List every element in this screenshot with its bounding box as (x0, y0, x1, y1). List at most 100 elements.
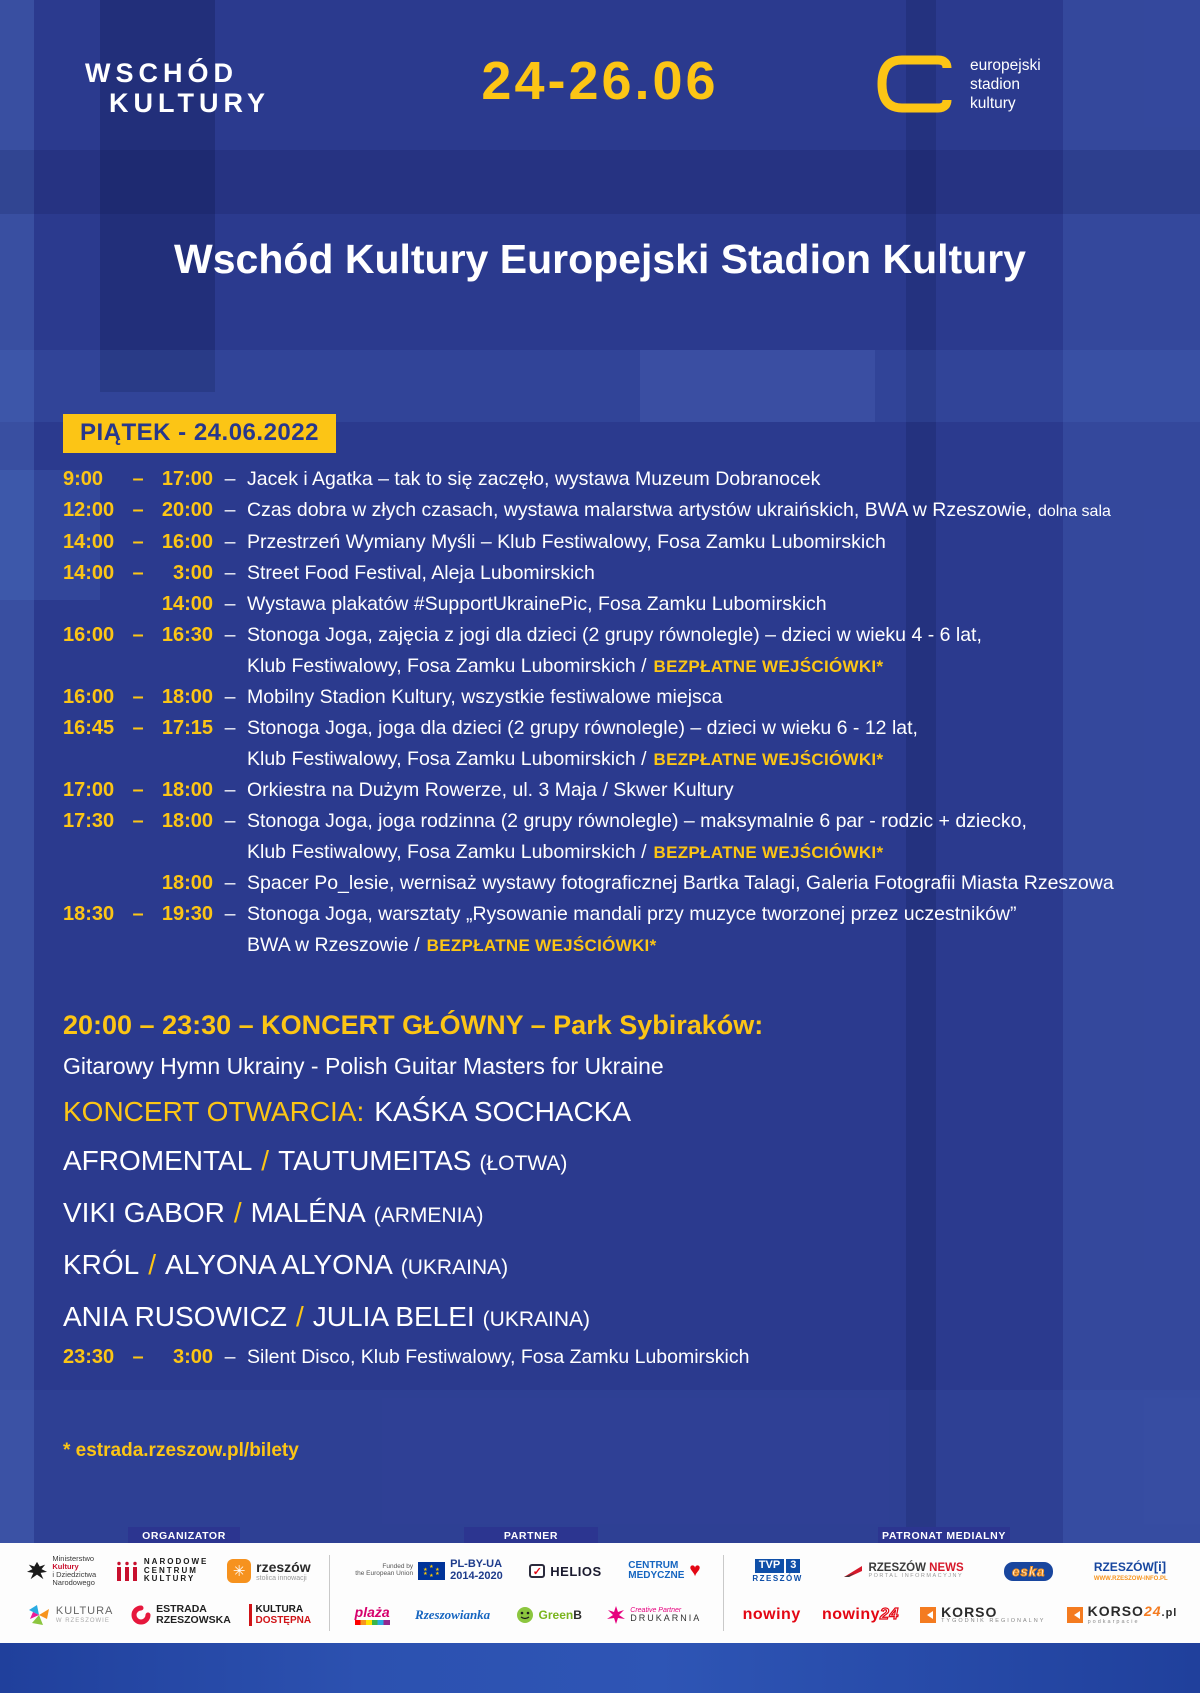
wschod-kultury-logo-line2: KULTURY (109, 88, 270, 118)
day-header-badge: PIĄTEK - 24.06.2022 (63, 414, 336, 453)
schedule-item: 14:00–3:00 – Street Food Festival, Aleja… (63, 558, 1158, 589)
late-event-section: 23:30–3:00 – Silent Disco, Klub Festiwal… (63, 1342, 1158, 1373)
artist-name: KAŚKA SOCHACKA (374, 1096, 632, 1127)
logo-kultura-dostepna: KULTURA DOSTĘPNA (248, 1604, 311, 1626)
free-tickets-badge: BEZPŁATNE WEJŚCIÓWKI* (653, 843, 884, 862)
artist-country: (UKRAINA) (400, 1256, 509, 1279)
separator-dash: – (224, 468, 236, 490)
event-description: Stonoga Joga, joga rodzinna (2 grupy rów… (247, 810, 1027, 863)
partner-logos: Funded by the European Union ★ ★ ★ ★ ★ ★… (342, 1543, 714, 1643)
slash-separator: / (296, 1301, 304, 1332)
logo-korso: KORSO TYGODNIK REGIONALNY (920, 1605, 1045, 1625)
splash-icon (607, 1606, 626, 1624)
event-description: Street Food Festival, Aleja Lubomirskich (247, 562, 595, 584)
event-description: Stonoga Joga, joga dla dzieci (2 grupy r… (247, 717, 918, 770)
logo-drukarnia: Creative Partner DRUKARNIA (607, 1606, 701, 1624)
logo-nck: NARODOWE CENTRUM KULTURY (115, 1558, 208, 1583)
event-time: 17:00–18:00 (63, 779, 213, 801)
separator-dash: – (224, 562, 236, 584)
logo-nowiny: nowiny (742, 1606, 801, 1623)
event-time: 14:00–16:00 (63, 531, 213, 553)
festival-date-range: 24-26.06 (481, 51, 719, 111)
logo-korso24: KORSO24.pl podkarpacie (1066, 1604, 1178, 1625)
logo-rzeszow-news: RZESZÓW NEWS PORTAL INFORMACYJNY (843, 1562, 964, 1580)
schedule-item: 16:45–17:15 – Stonoga Joga, joga dla dzi… (63, 713, 1158, 775)
rainbow-bar (354, 1620, 390, 1626)
main-concert-subheading: Gitarowy Hymn Ukrainy - Polish Guitar Ma… (63, 1053, 664, 1079)
main-concert-heading: 20:00 – 23:30 – KONCERT GŁÓWNY – Park Sy… (63, 1010, 764, 1040)
event-description: Stonoga Joga, warsztaty „Rysowanie manda… (247, 903, 1017, 956)
event-time: 23:30–3:00 (63, 1346, 213, 1368)
wschod-kultury-logo: WSCHÓD KULTURY (85, 58, 270, 118)
stadium-icon (877, 55, 952, 113)
background-band (0, 0, 34, 1543)
schedule-item: 17:00–18:00 – Orkiestra na Dużym Rowerze… (63, 775, 1158, 806)
opening-concert-line: KONCERT OTWARCIA: KAŚKA SOCHACKA (63, 1095, 1158, 1129)
schedule-item: 16:00–18:00 – Mobilny Stadion Kultury, w… (63, 682, 1158, 713)
logo-green: GreenB (516, 1606, 582, 1624)
artist-country: (ŁOTWA) (479, 1152, 568, 1175)
event-time: 17:30–18:00 (63, 810, 213, 832)
event-time: 9:00–17:00 (63, 468, 213, 490)
heart-icon: ♥ (689, 1560, 701, 1581)
esk-logo-line3: kultury (970, 94, 1016, 112)
event-description: Silent Disco, Klub Festiwalowy, Fosa Zam… (247, 1346, 750, 1368)
logo-helios: ✓ HELIOS (529, 1564, 601, 1579)
logo-tvp3-rzeszow: TVP 3 RZESZÓW (752, 1559, 803, 1583)
separator-dash: – (224, 499, 236, 521)
media-logos: TVP 3 RZESZÓW RZESZÓW NEWS PORTAL INFORMA… (732, 1543, 1188, 1643)
schedule-item: 17:30–18:00 – Stonoga Joga, joga rodzinn… (63, 806, 1158, 868)
artist-name: TAUTUMEITAS (278, 1145, 472, 1176)
asterisk-icon: ✳ (227, 1559, 252, 1583)
footer-logo-band: Ministerstwo Kultury i Dziedzictwa Narod… (0, 1543, 1200, 1643)
event-time: 18:30–19:30 (63, 903, 213, 925)
green-mascot-icon (516, 1607, 533, 1623)
separator-dash: – (224, 903, 236, 925)
pinwheel-icon (28, 1605, 49, 1625)
artist-country: (ARMENIA) (373, 1204, 484, 1227)
logo-plaza: plaża (354, 1604, 390, 1626)
schedule-item: 14:00–16:00 – Przestrzeń Wymiany Myśli –… (63, 527, 1158, 558)
tickets-footnote: * estrada.rzeszow.pl/bilety (63, 1440, 299, 1461)
event-time: 16:45–17:15 (63, 717, 213, 739)
event-description: Jacek i Agatka – tak to się zaczęło, wys… (247, 468, 821, 490)
event-description: Przestrzeń Wymiany Myśli – Klub Festiwal… (247, 531, 886, 553)
separator-dash: – (224, 779, 236, 801)
logo-rzeszow-stolica-innowacji: ✳ rzeszów stolica innowacji (227, 1559, 311, 1583)
swirl-icon (131, 1605, 151, 1625)
schedule-item: 14:00 – Wystawa plakatów #SupportUkraine… (63, 589, 1158, 620)
free-tickets-badge: BEZPŁATNE WEJŚCIÓWKI* (653, 750, 884, 769)
separator-dash: – (224, 593, 236, 615)
esk-logo-line2: stadion (970, 75, 1020, 93)
artist-name: VIKI GABOR (63, 1197, 225, 1228)
artist-name: KRÓL (63, 1249, 140, 1280)
separator-dash: – (224, 717, 236, 739)
artist-name: ANIA RUSOWICZ (63, 1301, 288, 1332)
lineup-line: AFROMENTAL / TAUTUMEITAS (ŁOTWA) (63, 1144, 1158, 1181)
background-band (0, 1390, 1200, 1543)
logo-kultura-w-rzeszowie: KULTURA W RZESZOWIE (27, 1603, 114, 1627)
lineup-line: ANIA RUSOWICZ / JULIA BELEI (UKRAINA) (63, 1300, 1158, 1337)
event-description: Spacer Po_lesie, wernisaż wystawy fotogr… (247, 872, 1114, 894)
free-tickets-badge: BEZPŁATNE WEJŚCIÓWKI* (426, 936, 657, 955)
slash-separator: / (261, 1145, 270, 1176)
separator-dash: – (224, 686, 236, 708)
logo-eu-pl-by-ua: Funded by the European Union ★ ★ ★ ★ ★ ★… (355, 1558, 503, 1582)
event-description: Stonoga Joga, zajęcia z jogi dla dzieci … (247, 624, 982, 677)
background-band (640, 350, 875, 422)
footer-divider (329, 1555, 330, 1631)
artist-name: AFROMENTAL (63, 1145, 253, 1176)
lineup-line: VIKI GABOR / MALÉNA (ARMENIA) (63, 1196, 1158, 1233)
event-description: Wystawa plakatów #SupportUkrainePic, Fos… (247, 593, 827, 615)
logo-mkidn: Ministerstwo Kultury i Dziedzictwa Narod… (27, 1555, 96, 1587)
wschod-kultury-logo-line1: WSCHÓD (85, 58, 238, 88)
artist-country: (UKRAINA) (482, 1308, 591, 1331)
separator-dash: – (224, 872, 236, 894)
event-description: Orkiestra na Dużym Rowerze, ul. 3 Maja /… (247, 779, 734, 801)
slash-separator: / (148, 1249, 157, 1280)
event-description: Czas dobra w złych czasach, wystawa mala… (247, 499, 1111, 521)
separator-dash: – (224, 624, 236, 646)
schedule-item: 9:00–17:00 – Jacek i Agatka – tak to się… (63, 464, 1158, 495)
schedule-item: 16:00–16:30 – Stonoga Joga, zajęcia z jo… (63, 620, 1158, 682)
schedule-item: 12:00–20:00 – Czas dobra w złych czasach… (63, 495, 1158, 527)
